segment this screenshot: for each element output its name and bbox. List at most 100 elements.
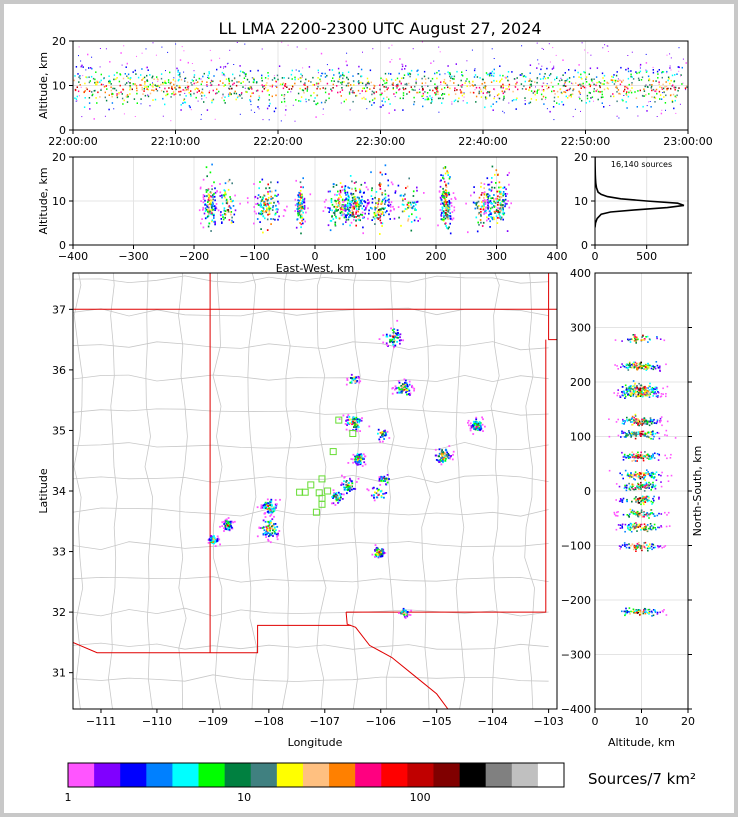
source-point — [399, 97, 401, 100]
source-point — [498, 211, 501, 214]
source-point — [119, 84, 121, 87]
source-point — [498, 93, 500, 95]
source-point — [336, 194, 338, 196]
source-point — [315, 103, 318, 106]
source-point — [480, 221, 482, 224]
source-point — [249, 100, 252, 103]
source-point — [239, 94, 241, 97]
source-point — [385, 86, 387, 88]
source-point — [516, 77, 518, 79]
source-point — [445, 457, 447, 460]
source-point — [371, 93, 373, 96]
source-point — [120, 91, 122, 93]
source-point — [665, 429, 668, 432]
source-point — [453, 100, 456, 103]
source-point — [341, 83, 343, 85]
source-point — [272, 529, 274, 532]
source-point — [414, 207, 416, 210]
source-point — [631, 83, 633, 86]
source-point — [563, 84, 566, 87]
source-point — [356, 418, 359, 421]
source-point — [357, 205, 359, 208]
county-line — [73, 273, 84, 709]
source-point — [436, 87, 439, 89]
source-point — [626, 455, 628, 457]
source-point — [369, 69, 372, 72]
source-point — [513, 99, 515, 101]
source-point — [482, 418, 484, 421]
source-point — [363, 461, 366, 464]
source-point — [643, 365, 645, 367]
source-point — [201, 88, 204, 91]
x-tick-label: 400 — [547, 250, 568, 263]
source-point — [441, 195, 443, 197]
source-point — [646, 365, 649, 368]
source-point — [502, 92, 504, 95]
source-point — [223, 74, 225, 76]
source-point — [481, 225, 484, 227]
source-point — [638, 474, 641, 476]
source-point — [396, 77, 399, 80]
source-point — [450, 77, 452, 79]
source-point — [666, 457, 668, 460]
source-point — [162, 81, 164, 84]
source-point — [382, 440, 384, 443]
source-point — [558, 79, 561, 82]
source-point — [633, 431, 636, 434]
source-point — [468, 80, 470, 83]
source-point — [632, 385, 634, 388]
source-point — [269, 527, 271, 530]
source-point — [554, 78, 556, 81]
source-point — [352, 487, 355, 490]
source-point — [254, 111, 256, 113]
source-point — [672, 84, 674, 87]
source-point — [478, 426, 481, 429]
source-point — [396, 329, 399, 332]
source-point — [356, 463, 358, 465]
source-point — [441, 207, 444, 210]
source-point — [397, 332, 399, 334]
source-point — [555, 54, 557, 56]
source-point — [200, 118, 202, 120]
source-point — [501, 212, 504, 215]
source-point — [206, 84, 208, 86]
source-point — [485, 194, 488, 197]
source-point — [373, 85, 376, 87]
source-point — [121, 93, 123, 95]
source-point — [77, 90, 80, 93]
source-point — [266, 508, 269, 510]
source-point — [410, 86, 412, 88]
source-point — [359, 219, 361, 222]
source-point — [206, 175, 208, 178]
source-point — [402, 97, 404, 100]
source-point — [652, 432, 654, 434]
source-point — [165, 82, 167, 85]
source-point — [396, 340, 398, 343]
source-point — [659, 421, 661, 424]
source-point — [358, 65, 360, 68]
source-point — [460, 79, 462, 82]
source-point — [83, 106, 86, 108]
y-tick-label: 20 — [52, 35, 66, 48]
source-point — [282, 82, 285, 84]
source-point — [643, 434, 646, 436]
source-point — [264, 86, 267, 89]
source-point — [466, 78, 468, 80]
source-point — [160, 83, 162, 86]
source-point — [574, 69, 576, 72]
source-point — [670, 87, 672, 90]
source-point — [485, 97, 488, 99]
source-point — [347, 208, 349, 211]
source-point — [277, 193, 279, 196]
county-line — [212, 273, 223, 709]
source-point — [636, 486, 639, 489]
source-point — [299, 202, 301, 204]
source-point — [357, 459, 359, 462]
source-point — [658, 81, 660, 83]
source-point — [624, 393, 626, 396]
source-point — [297, 92, 300, 95]
source-point — [493, 58, 495, 59]
source-point — [546, 83, 548, 85]
source-point — [183, 99, 185, 101]
source-point — [264, 77, 267, 79]
